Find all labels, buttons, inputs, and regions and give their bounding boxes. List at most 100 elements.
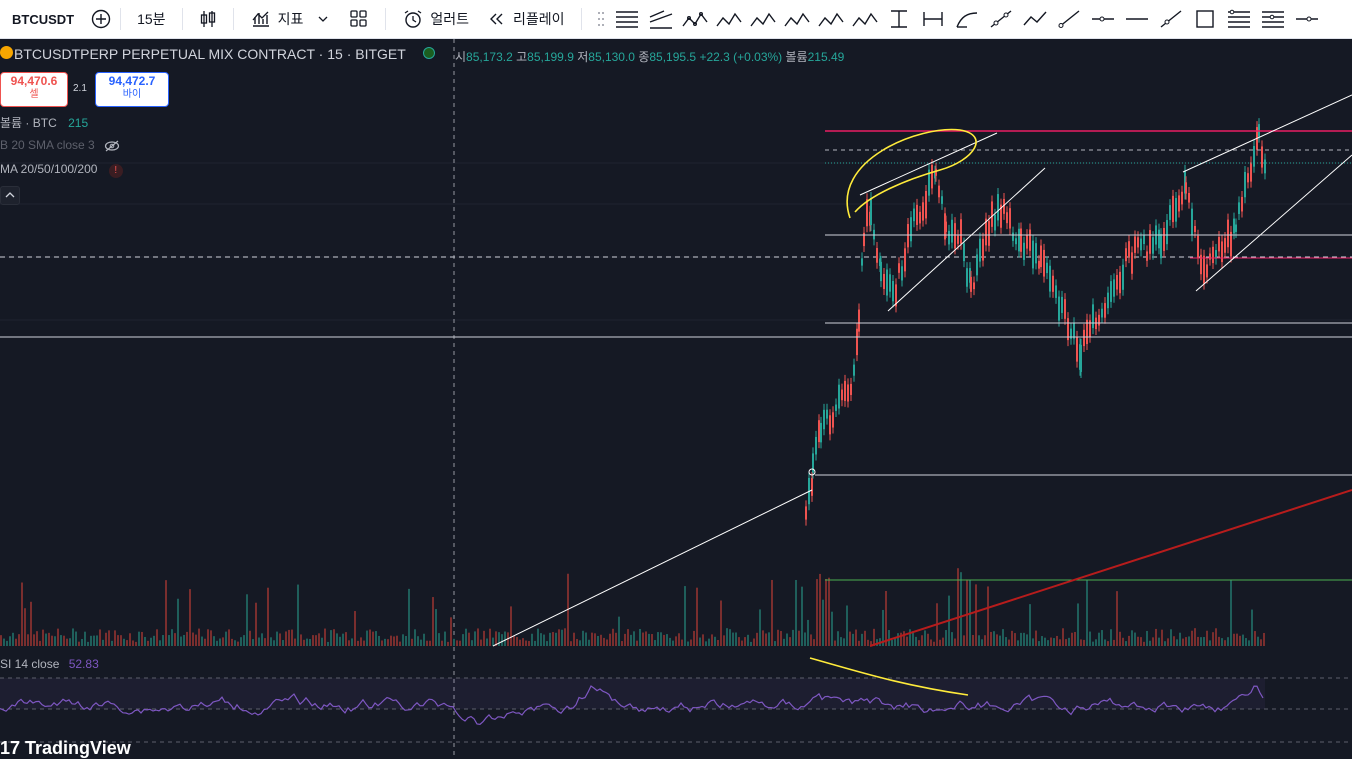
market-status-icon[interactable] (423, 47, 435, 59)
pattern-tool-3[interactable] (746, 0, 780, 38)
sell-button[interactable]: 94,470.6 셀 (0, 72, 68, 107)
volume-bar (1137, 636, 1139, 646)
volume-bar (492, 637, 494, 646)
price-chart[interactable] (0, 39, 1352, 757)
horizontal-ray-tool[interactable] (1086, 0, 1120, 38)
candle-body (880, 261, 882, 282)
pattern-tool-2[interactable] (712, 0, 746, 38)
alarm-clock-icon (404, 10, 422, 28)
fib-retracement-tool[interactable] (1222, 0, 1256, 38)
volume-bar (741, 640, 743, 646)
volume-bar (1041, 636, 1043, 646)
volume-bar (579, 640, 581, 646)
pattern-tool-6[interactable] (848, 0, 882, 38)
candle-body (1238, 202, 1240, 214)
drag-handle[interactable] (592, 0, 610, 38)
rsi-legend[interactable]: SI 14 close 52.83 (0, 657, 99, 671)
extended-line-tool[interactable] (1154, 0, 1188, 38)
long-position-tool[interactable] (1290, 0, 1324, 38)
date-range-tool[interactable] (916, 0, 950, 38)
candle-body (1043, 249, 1045, 277)
compare-button[interactable] (90, 0, 112, 38)
volume-bar (855, 629, 857, 646)
volume-bar (699, 637, 701, 646)
volume-bar (267, 587, 269, 646)
candle-body (1049, 265, 1051, 292)
volume-bar (1167, 638, 1169, 646)
parallel-channel-tool[interactable] (644, 0, 678, 38)
volume-bar (501, 634, 503, 646)
candle-body (901, 266, 903, 281)
candle-body (1178, 195, 1180, 212)
volume-bar (249, 630, 251, 646)
curve-tool[interactable] (950, 0, 984, 38)
symbol-title[interactable]: BTCUSDTPERP PERPETUAL MIX CONTRACT · 15 … (14, 46, 406, 62)
ma-indicator-legend[interactable]: MA 20/50/100/200 ! (0, 162, 123, 178)
volume-bar (45, 633, 47, 646)
buy-button[interactable]: 94,472.7 바이 (95, 72, 169, 107)
candle-body (1006, 212, 1008, 224)
volume-bar (81, 638, 83, 646)
pattern-tool-4[interactable] (780, 0, 814, 38)
rsi-label: SI 14 close (0, 657, 60, 671)
volume-indicator-legend[interactable]: 볼륨 · BTC 215 (0, 114, 88, 131)
hidden-eye-icon[interactable] (104, 140, 120, 152)
volume-bar (336, 633, 338, 646)
volume-bar (93, 635, 95, 646)
volume-bar (345, 632, 347, 646)
volume-bar (129, 633, 131, 646)
volume-bar (387, 639, 389, 646)
chevron-down-icon[interactable] (313, 8, 333, 30)
horizontal-line-tool[interactable] (1120, 0, 1154, 38)
alert-button[interactable]: 얼러트 (402, 0, 469, 38)
volume-bar (1263, 632, 1265, 646)
volume-bar (531, 633, 533, 646)
volume-bar (513, 635, 515, 646)
horizontal-lines-tool[interactable] (610, 0, 644, 38)
candle-body (826, 409, 828, 419)
volume-bar (36, 631, 38, 646)
pattern-tool-1[interactable] (678, 0, 712, 38)
volume-bar (6, 640, 8, 646)
volume-bar (1086, 579, 1088, 646)
volume-bar (195, 634, 197, 646)
ray-tool[interactable] (1052, 0, 1086, 38)
elliott-wave-icon (715, 12, 742, 27)
collapse-legend-button[interactable] (0, 186, 20, 205)
volume-bar (570, 641, 572, 646)
indicators-button[interactable]: 지표 (250, 0, 334, 38)
candle-body (841, 389, 843, 401)
candle-body (1197, 235, 1199, 259)
replay-button[interactable]: 리플레이 (485, 0, 565, 38)
candle-body (850, 383, 852, 395)
candle-body (1247, 173, 1249, 183)
volume-bar (1158, 637, 1160, 646)
error-icon[interactable]: ! (108, 164, 123, 178)
volume-bar (1089, 631, 1091, 646)
polyline-tool[interactable] (1018, 0, 1052, 38)
chart-type-button[interactable] (199, 0, 217, 38)
volume-bar (519, 639, 521, 646)
volume-bar (1005, 637, 1007, 646)
price-range-tool[interactable] (882, 0, 916, 38)
rectangle-tool[interactable] (1188, 0, 1222, 38)
divergence-line (809, 657, 969, 696)
pattern-tool-5[interactable] (814, 0, 848, 38)
symbol-search-button[interactable]: BTCUSDT (12, 0, 74, 38)
candle-body (904, 248, 906, 272)
volume-bar (705, 641, 707, 646)
trend-line-tool-1[interactable] (984, 0, 1018, 38)
bb-indicator-legend[interactable]: B 20 SMA close 3 (0, 138, 120, 152)
volume-bar (897, 633, 899, 646)
volume-bar (819, 573, 821, 646)
volume-bar (438, 633, 440, 646)
volume-bar (495, 631, 497, 646)
volume-bar (1239, 635, 1241, 646)
volume-bar (858, 640, 860, 646)
layouts-button[interactable] (349, 0, 369, 38)
volume-bar (984, 635, 986, 646)
volume-bar (1140, 637, 1142, 646)
interval-button[interactable]: 15분 (137, 0, 165, 38)
volume-bar (585, 632, 587, 646)
fib-extension-tool[interactable] (1256, 0, 1290, 38)
